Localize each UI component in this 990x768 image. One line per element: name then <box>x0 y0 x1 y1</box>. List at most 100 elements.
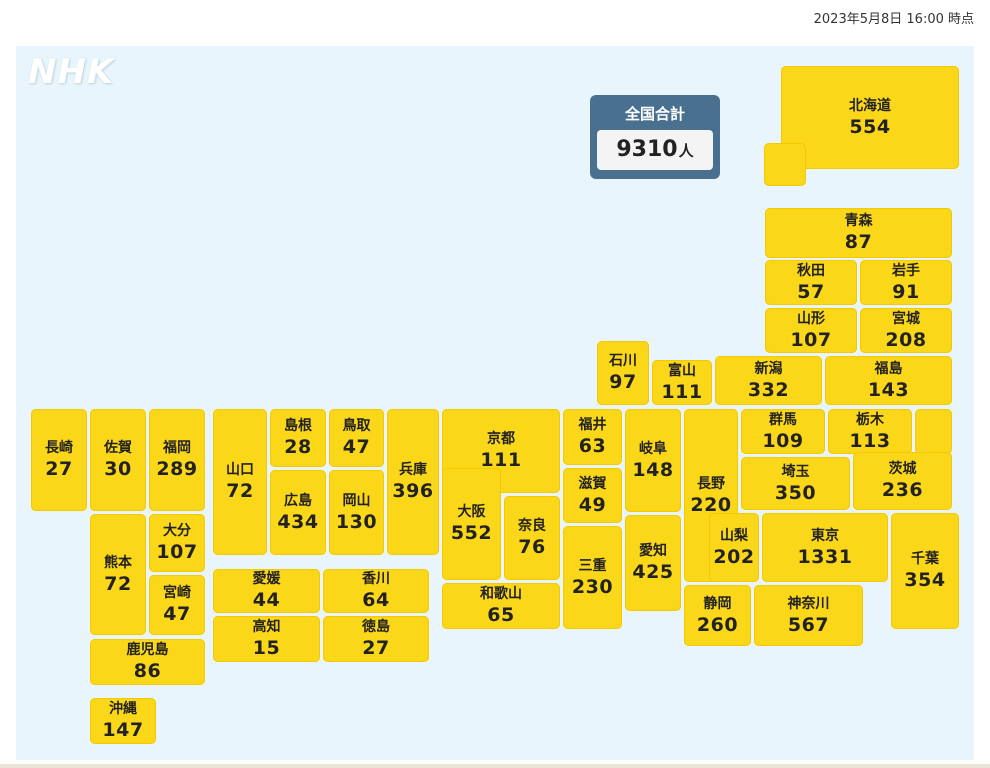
pref-name: 岡山 <box>342 492 371 509</box>
pref-oita[interactable]: 大分 107 <box>149 514 205 572</box>
pref-name: 富山 <box>668 362 696 379</box>
pref-count: 230 <box>571 575 614 598</box>
pref-tottori[interactable]: 鳥取 47 <box>329 409 384 467</box>
pref-name: 長野 <box>697 475 725 492</box>
pref-count: 208 <box>885 328 927 351</box>
pref-name: 徳島 <box>362 619 390 635</box>
pref-name: 静岡 <box>703 595 732 612</box>
pref-count: 97 <box>609 371 637 393</box>
pref-name: 東京 <box>811 527 839 544</box>
pref-count: 28 <box>284 436 312 458</box>
pref-tochigi[interactable]: 栃木 113 <box>828 409 912 454</box>
pref-shimane[interactable]: 島根 28 <box>270 409 326 467</box>
pref-shiga[interactable]: 滋賀 49 <box>563 468 622 523</box>
pref-akita[interactable]: 秋田 57 <box>765 260 857 305</box>
pref-count: 289 <box>156 458 198 480</box>
pref-iwate[interactable]: 岩手 91 <box>860 260 952 305</box>
pref-niigata[interactable]: 新潟 332 <box>715 356 822 405</box>
pref-name: 茨城 <box>888 461 917 477</box>
pref-count: 63 <box>578 435 607 457</box>
pref-count: 111 <box>661 380 703 403</box>
pref-count: 86 <box>133 660 162 682</box>
pref-nara[interactable]: 奈良 76 <box>504 496 560 580</box>
pref-count: 113 <box>849 429 891 452</box>
pref-toyama[interactable]: 富山 111 <box>652 360 712 405</box>
pref-tokyo[interactable]: 東京 1331 <box>762 513 888 582</box>
pref-name: 秋田 <box>797 262 825 279</box>
pref-yamanashi[interactable]: 山梨 202 <box>709 513 759 582</box>
pref-kagawa[interactable]: 香川 64 <box>323 569 429 613</box>
pref-saga[interactable]: 佐賀 30 <box>90 409 146 511</box>
pref-name: 鳥取 <box>342 418 371 434</box>
pref-count: 143 <box>867 378 910 401</box>
nhk-logo: NHK <box>28 52 115 92</box>
national-total-value: 9310 <box>616 137 678 162</box>
pref-aomori[interactable]: 青森 87 <box>765 208 952 258</box>
national-total-box: 全国合計 9310人 <box>590 95 720 179</box>
pref-name: 京都 <box>487 431 515 447</box>
pref-hyogo[interactable]: 兵庫 396 <box>387 409 439 555</box>
pref-name: 宮城 <box>892 310 920 327</box>
pref-count: 109 <box>762 429 804 452</box>
pref-name: 岐阜 <box>639 440 667 457</box>
pref-name: 奈良 <box>518 518 546 534</box>
pref-okayama[interactable]: 岡山 130 <box>329 470 384 555</box>
pref-hokkaido[interactable]: 北海道 554 <box>781 66 959 169</box>
pref-miyazaki[interactable]: 宮崎 47 <box>149 575 205 635</box>
pref-name: 山梨 <box>720 527 748 544</box>
pref-okinawa[interactable]: 沖縄 147 <box>90 698 156 744</box>
pref-count: 49 <box>578 493 607 516</box>
pref-kanagawa[interactable]: 神奈川 567 <box>754 585 863 646</box>
pref-fukushima[interactable]: 福島 143 <box>825 356 952 405</box>
pref-name: 福島 <box>874 360 903 377</box>
pref-ibaraki[interactable]: 茨城 236 <box>853 452 952 510</box>
pref-kagoshima[interactable]: 鹿児島 86 <box>90 639 205 685</box>
pref-count: 147 <box>102 719 144 741</box>
pref-count: 27 <box>362 637 390 659</box>
pref-name: 青森 <box>844 213 873 229</box>
pref-gifu[interactable]: 岐阜 148 <box>625 409 681 512</box>
pref-kumamoto[interactable]: 熊本 72 <box>90 514 146 635</box>
pref-name: 三重 <box>578 557 607 574</box>
pref-wakayama[interactable]: 和歌山 65 <box>442 583 560 629</box>
pref-name: 高知 <box>252 619 281 635</box>
pref-count: 64 <box>362 589 390 611</box>
pref-osaka[interactable]: 大阪 552 <box>442 468 501 580</box>
pref-ehime[interactable]: 愛媛 44 <box>213 569 320 613</box>
pref-fukuoka[interactable]: 福岡 289 <box>149 409 205 511</box>
pref-aichi[interactable]: 愛知 425 <box>625 515 681 611</box>
pref-saitama[interactable]: 埼玉 350 <box>741 457 850 510</box>
pref-chiba[interactable]: 千葉 354 <box>891 513 959 629</box>
pref-name: 愛媛 <box>252 571 281 587</box>
pref-yamagata[interactable]: 山形 107 <box>765 308 857 353</box>
pref-name: 滋賀 <box>578 475 607 492</box>
pref-count: 107 <box>156 541 198 563</box>
pref-count: 148 <box>632 458 674 481</box>
pref-fukui[interactable]: 福井 63 <box>563 409 622 465</box>
pref-ishikawa[interactable]: 石川 97 <box>597 341 649 405</box>
pref-count: 27 <box>45 458 73 480</box>
pref-hiroshima[interactable]: 広島 434 <box>270 470 326 555</box>
pref-shizuoka[interactable]: 静岡 260 <box>684 585 751 646</box>
pref-count: 30 <box>104 458 132 480</box>
pref-gunma[interactable]: 群馬 109 <box>741 409 825 454</box>
pref-count: 47 <box>342 436 371 458</box>
pref-count: 434 <box>277 510 319 533</box>
pref-mie[interactable]: 三重 230 <box>563 526 622 629</box>
pref-hokkaido-tail[interactable] <box>764 143 806 186</box>
timestamp: 2023年5月8日 16:00 時点 <box>813 12 974 27</box>
pref-ibaraki-top[interactable] <box>915 409 952 454</box>
pref-count: 552 <box>450 522 493 544</box>
pref-name: 長崎 <box>45 440 73 456</box>
pref-name: 熊本 <box>104 554 132 571</box>
pref-name: 大阪 <box>457 504 486 520</box>
pref-count: 91 <box>892 280 920 303</box>
pref-tokushima[interactable]: 徳島 27 <box>323 616 429 662</box>
pref-name: 島根 <box>284 418 312 434</box>
pref-kochi[interactable]: 高知 15 <box>213 616 320 662</box>
pref-name: 佐賀 <box>104 440 132 456</box>
pref-nagasaki[interactable]: 長崎 27 <box>31 409 87 511</box>
pref-miyagi[interactable]: 宮城 208 <box>860 308 952 353</box>
pref-name: 山口 <box>226 462 254 478</box>
pref-yamaguchi[interactable]: 山口 72 <box>213 409 267 555</box>
